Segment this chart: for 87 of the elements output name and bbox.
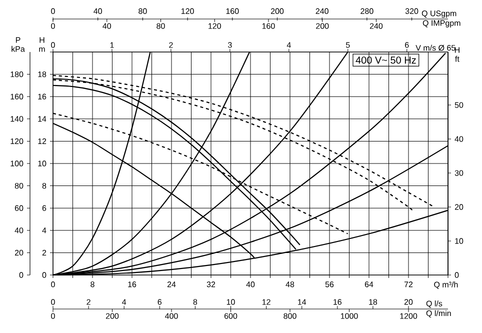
y2-tick-label: 20 <box>454 204 464 210</box>
y-tick-label: 10 <box>38 160 46 166</box>
x2-tick-label: 320 <box>405 8 418 14</box>
text: 3 <box>228 42 232 48</box>
x2-axis-title: Q USgpm <box>422 10 456 18</box>
x-tick-label: 8 <box>90 282 94 288</box>
x-tick-label: 72 <box>404 282 413 288</box>
x-tick-label: 40 <box>246 282 255 288</box>
text: 200 <box>316 23 329 29</box>
text: 2 <box>86 299 90 305</box>
y-tick-label: 6 <box>42 205 46 211</box>
x-axis-title: Q m³/h <box>434 282 458 289</box>
text: 20 <box>404 299 413 305</box>
text: 16 <box>334 299 342 305</box>
x2-tick-label: 280 <box>360 8 374 14</box>
y-tick-label: 12 <box>38 138 46 144</box>
text: 0 <box>51 313 55 319</box>
y-tick-label: 8 <box>42 182 46 189</box>
y3-tick-label: 100 <box>10 160 24 166</box>
y-tick-label: 2 <box>42 250 46 256</box>
text: 6 <box>405 42 409 48</box>
x2-tick-label: 240 <box>316 8 328 14</box>
text: 240 <box>370 23 383 29</box>
x-tick-label: 56 <box>325 282 334 288</box>
x2-tick-label: 40 <box>94 8 102 14</box>
y3-tick-label: 20 <box>14 250 24 256</box>
text: 400 <box>165 313 178 319</box>
text: 5 <box>346 42 350 48</box>
y2-axis-title: H ft <box>454 47 460 62</box>
x2-tick-label: 0 <box>51 8 55 14</box>
y-tick-label: 18 <box>38 71 46 78</box>
y3-tick-label: 0 <box>19 272 24 278</box>
text: 4 <box>286 42 291 48</box>
text: 1200 <box>400 313 418 319</box>
x-tick-label: 48 <box>286 282 294 288</box>
y3-tick-label: 160 <box>10 94 24 100</box>
text: Q IMPgpm <box>422 20 460 28</box>
x-tick-label: 16 <box>128 282 136 288</box>
y2-tick-label: 0 <box>454 272 459 278</box>
x2-tick-label: 200 <box>270 8 284 14</box>
x2-tick-label: 120 <box>181 8 194 14</box>
y-axis-title: H m <box>39 37 45 52</box>
text: 12 <box>262 299 270 305</box>
text: 80 <box>156 23 165 29</box>
text: 0 <box>51 23 55 29</box>
x2-tick-label: 80 <box>138 8 147 14</box>
y2-tick-label: 10 <box>455 238 464 244</box>
y2-tick-label: 30 <box>454 170 464 176</box>
x-tick-label: 64 <box>364 282 374 288</box>
text: 200 <box>106 313 119 319</box>
text: 2 <box>169 42 173 48</box>
x-tick-label: 32 <box>206 282 216 288</box>
y2-tick-label: 40 <box>454 136 464 142</box>
y-tick-label: 14 <box>38 116 46 122</box>
text: 160 <box>262 23 275 29</box>
text: 40 <box>102 23 112 29</box>
y3-tick-label: 180 <box>10 71 24 78</box>
text: 10 <box>226 299 235 305</box>
x-tick-label: 24 <box>167 282 176 288</box>
y-tick-label: 0 <box>42 272 46 278</box>
y3-tick-label: 60 <box>14 205 24 211</box>
y3-tick-label: 40 <box>14 228 24 234</box>
text: Q l/s <box>426 300 442 308</box>
text: 1000 <box>340 313 358 319</box>
x2-tick-label: 160 <box>226 8 239 14</box>
text: 6 <box>158 299 162 305</box>
text: 4 <box>122 299 126 305</box>
y3-axis-title: P kPa <box>12 37 25 52</box>
x-tick-label: 0 <box>51 282 55 288</box>
text: 14 <box>298 299 306 305</box>
y-tick-label: 16 <box>38 94 46 100</box>
text: 1 <box>110 42 114 48</box>
y3-tick-label: 140 <box>10 116 24 122</box>
text: 800 <box>284 313 296 319</box>
text: 0 <box>51 299 55 305</box>
y3-tick-label: 120 <box>10 138 24 144</box>
text: 0 <box>51 42 55 48</box>
text: 120 <box>208 23 221 29</box>
annotation: 400 V~ 50 Hz <box>356 56 416 64</box>
text: Q l/min <box>426 310 451 318</box>
text: 8 <box>193 299 198 305</box>
y2-tick-label: 50 <box>454 102 464 108</box>
text: 18 <box>369 299 378 305</box>
text: 600 <box>224 313 238 319</box>
y3-tick-label: 80 <box>14 182 24 189</box>
text: V m/s Ø 65 <box>416 44 456 51</box>
y-tick-label: 4 <box>42 228 46 234</box>
